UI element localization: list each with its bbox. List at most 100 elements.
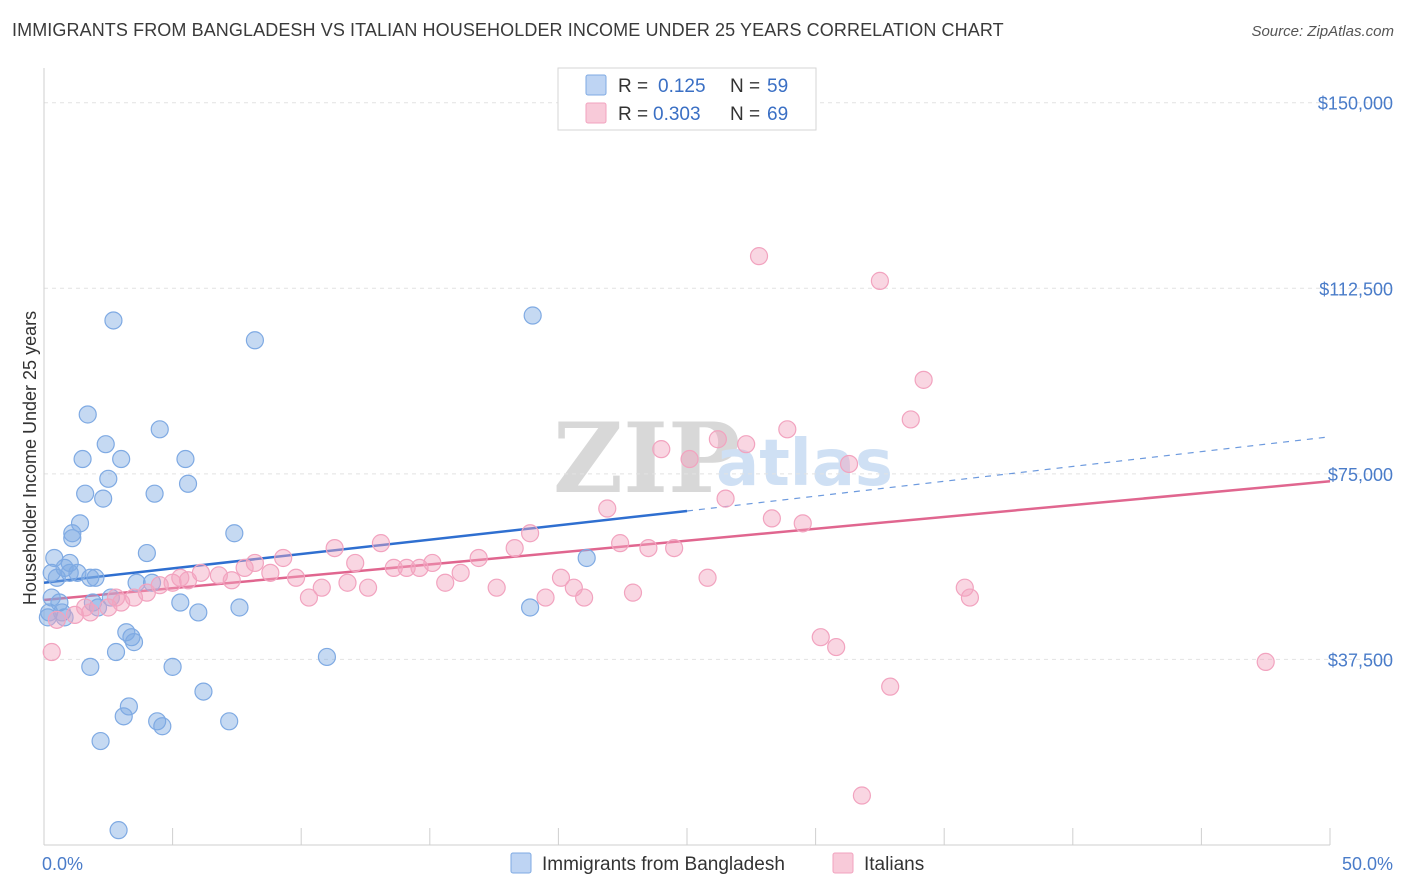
point-italians (598, 499, 617, 518)
point-bangladesh (523, 306, 542, 325)
point-italians (551, 568, 571, 587)
point-bangladesh (63, 524, 82, 543)
y-tick-label: $112,500 (1319, 279, 1393, 299)
point-bangladesh (60, 553, 79, 573)
point-bangladesh (171, 593, 190, 612)
point-bangladesh (119, 697, 138, 716)
point-bangladesh (60, 563, 79, 582)
point-bangladesh (63, 529, 82, 548)
point-italians (793, 514, 812, 533)
point-italians (639, 538, 658, 558)
point-italians (1256, 652, 1275, 672)
point-bangladesh (91, 731, 110, 751)
point-bangladesh (114, 707, 133, 726)
point-italians (358, 578, 378, 597)
point-italians (469, 548, 488, 568)
point-italians (749, 247, 769, 266)
bottom-legend: Immigrants from Bangladesh Italians (510, 852, 924, 875)
point-bangladesh (73, 449, 92, 469)
chart-title: IMMIGRANTS FROM BANGLADESH VS ITALIAN HO… (12, 20, 1004, 40)
point-italians (451, 563, 470, 582)
point-bangladesh (94, 489, 113, 508)
point-bangladesh (577, 548, 596, 568)
point-bangladesh (148, 712, 167, 731)
y-tick-label: $75,000 (1328, 465, 1393, 485)
point-italians (423, 553, 442, 573)
point-bangladesh (225, 524, 244, 543)
trendlines (43, 436, 1331, 602)
point-bangladesh (150, 420, 169, 439)
point-italians (737, 435, 756, 454)
point-italians (960, 588, 980, 607)
point-bangladesh (117, 623, 136, 642)
point-italians (338, 573, 357, 592)
point-italians (870, 271, 890, 290)
point-italians (778, 420, 797, 439)
axes: $37,500 $75,000 $112,500 $150,000 0.0% 50.0% (42, 68, 1393, 874)
point-italians (346, 553, 365, 573)
legend-r-value-italians: 0.303 (653, 104, 701, 125)
legend-n-label-italians: N = (730, 104, 760, 125)
legend: R = 0.125 N = 59 R = 0.303 N = 69 (557, 67, 817, 131)
y-tick-label: $37,500 (1328, 650, 1393, 670)
point-italians (261, 563, 280, 582)
point-italians (652, 440, 671, 459)
y-tick-label: $150,000 (1318, 94, 1393, 114)
point-italians (901, 410, 920, 429)
point-italians (505, 538, 524, 558)
point-italians (680, 449, 699, 469)
point-italians (665, 538, 684, 558)
point-bangladesh (178, 474, 198, 493)
point-bangladesh (124, 633, 144, 652)
point-italians (191, 563, 210, 582)
point-italians (371, 534, 391, 553)
point-italians (245, 553, 265, 573)
point-bangladesh (106, 642, 126, 662)
point-bangladesh (112, 449, 131, 469)
point-italians (47, 610, 66, 629)
point-italians (274, 548, 293, 568)
point-italians (325, 538, 344, 558)
point-bangladesh (81, 568, 100, 587)
point-italians (312, 578, 331, 597)
x-tick-label: 0.0% (42, 854, 83, 874)
point-italians (106, 588, 126, 607)
point-bangladesh (220, 712, 239, 731)
bottom-legend-swatch-italians (832, 852, 854, 874)
point-italians (852, 786, 871, 805)
bottom-legend-label-italians: Italians (864, 854, 924, 875)
point-bangladesh (137, 543, 156, 563)
point-bangladesh (230, 598, 249, 617)
point-italians (762, 509, 781, 528)
watermark-atlas: atlas (716, 427, 893, 501)
legend-swatch-bangladesh (585, 74, 607, 96)
point-bangladesh (145, 484, 164, 503)
point-italians (575, 588, 594, 607)
point-bangladesh (194, 682, 213, 701)
point-italians (76, 598, 95, 617)
point-bangladesh (86, 568, 105, 587)
point-italians (436, 573, 455, 592)
point-italians (811, 628, 830, 647)
legend-r-label-bangladesh: R = (618, 76, 648, 97)
point-bangladesh (99, 469, 118, 488)
bottom-legend-label-bangladesh: Immigrants from Bangladesh (542, 854, 785, 875)
point-italians (521, 524, 540, 543)
point-italians (42, 642, 61, 662)
point-italians (397, 558, 416, 577)
point-bangladesh (521, 598, 540, 617)
point-italians (698, 568, 717, 587)
point-italians (716, 489, 735, 508)
point-bangladesh (153, 717, 172, 736)
point-italians (881, 677, 900, 696)
point-bangladesh (176, 449, 195, 469)
trendline-italians (43, 480, 1331, 602)
point-italians (827, 637, 846, 657)
point-bangladesh (163, 657, 182, 676)
point-italians (81, 603, 100, 622)
legend-swatch-italians (585, 102, 607, 124)
point-bangladesh (122, 628, 141, 647)
watermark: ZIP atlas (553, 402, 893, 515)
point-bangladesh (96, 435, 115, 454)
point-bangladesh (70, 514, 90, 533)
